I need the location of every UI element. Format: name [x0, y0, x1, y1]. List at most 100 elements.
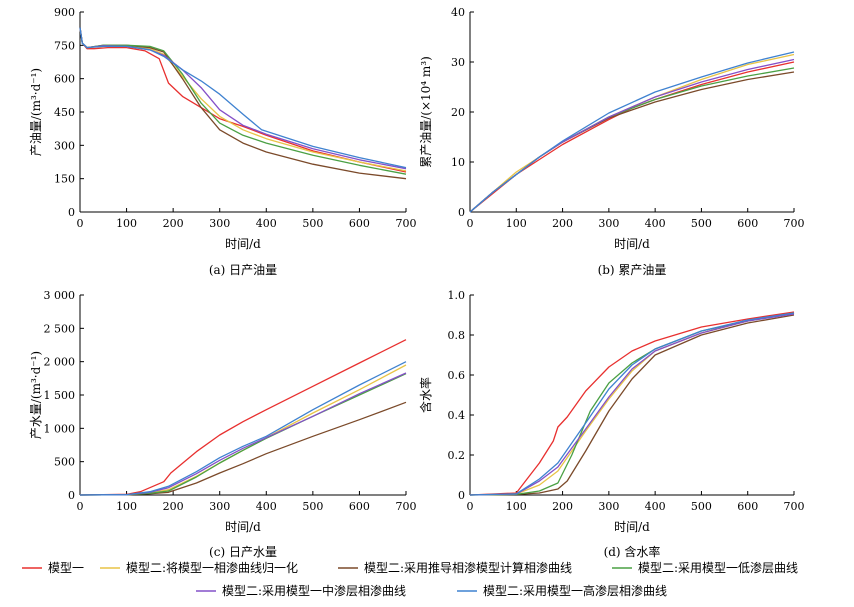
series-line — [79, 361, 407, 496]
series-line — [469, 311, 795, 496]
legend-label: 模型二:采用模型一中渗层相渗曲线 — [222, 583, 406, 598]
y-tick-label: 500 — [54, 456, 75, 469]
y-tick-label: 1 500 — [44, 389, 76, 402]
x-tick-label: 300 — [598, 500, 619, 513]
y-axis-label: 产油量/(m³·d⁻¹) — [29, 68, 43, 156]
series-line — [79, 364, 407, 496]
panel-caption: (d) 含水率 — [604, 544, 661, 559]
series-line — [469, 58, 795, 213]
series-line — [79, 27, 407, 169]
x-tick-label: 400 — [256, 500, 277, 513]
x-tick-label: 400 — [645, 217, 666, 230]
x-tick-label: 0 — [77, 217, 84, 230]
x-tick-label: 300 — [209, 217, 230, 230]
legend-label: 模型二:采用推导相渗模型计算相渗曲线 — [364, 560, 572, 575]
panel-caption: (b) 累产油量 — [598, 263, 667, 277]
x-tick-label: 100 — [506, 217, 527, 230]
panel-a-daily-oil: 0 100 200 300 400 500 600 700 0 150 300 450 600 750 90… — [29, 6, 417, 277]
y-tick-label: 300 — [54, 139, 75, 152]
series-line — [79, 27, 407, 172]
x-tick-label: 100 — [506, 500, 527, 513]
y-tick-label: 0 — [458, 206, 465, 219]
x-tick-label: 600 — [737, 217, 758, 230]
x-axis-label: 时间/d — [225, 520, 261, 534]
x-tick-label: 300 — [209, 500, 230, 513]
x-tick-label: 500 — [691, 217, 712, 230]
legend-label: 模型二:将模型一相渗曲线归一化 — [126, 560, 298, 575]
y-tick-label: 0 — [68, 489, 75, 502]
series-line — [469, 71, 795, 213]
series-line — [469, 314, 795, 496]
series-line — [79, 27, 407, 170]
y-axis-label: 累产油量/(×10⁴ m³) — [419, 56, 433, 168]
y-tick-label: 150 — [54, 173, 75, 186]
series-line — [469, 312, 795, 496]
x-tick-label: 100 — [116, 217, 137, 230]
series-line — [469, 51, 795, 213]
y-tick-label: 600 — [54, 73, 75, 86]
x-tick-label: 0 — [77, 500, 84, 513]
x-axis-label: 时间/d — [225, 237, 261, 251]
y-tick-label: 0 — [458, 489, 465, 502]
series-line — [469, 61, 795, 213]
y-tick-label: 0.4 — [448, 409, 466, 422]
y-tick-label: 0.6 — [448, 369, 466, 382]
legend-label: 模型二:采用模型一高渗层相渗曲线 — [483, 583, 667, 598]
x-tick-label: 700 — [396, 500, 417, 513]
x-tick-label: 400 — [256, 217, 277, 230]
y-tick-label: 0.8 — [448, 329, 466, 342]
x-tick-label: 200 — [552, 217, 573, 230]
y-tick-label: 1 000 — [44, 422, 76, 435]
x-tick-label: 500 — [302, 217, 323, 230]
series-line — [469, 313, 795, 496]
x-tick-label: 700 — [784, 217, 805, 230]
x-tick-label: 600 — [737, 500, 758, 513]
x-tick-label: 200 — [163, 217, 184, 230]
y-tick-label: 900 — [54, 6, 75, 19]
series-line — [79, 27, 407, 173]
x-tick-label: 0 — [467, 500, 474, 513]
x-tick-label: 600 — [349, 217, 370, 230]
x-tick-label: 300 — [598, 217, 619, 230]
x-tick-label: 500 — [302, 500, 323, 513]
x-tick-label: 200 — [163, 500, 184, 513]
x-axis-label: 时间/d — [614, 520, 650, 534]
x-tick-label: 100 — [116, 500, 137, 513]
series-line — [469, 312, 795, 496]
panel-d-water-cut: 0 100 200 300 400 500 600 700 0 0.2 0.4 0.6 0.8 1.0 时间… — [418, 289, 805, 559]
x-tick-label: 500 — [691, 500, 712, 513]
series-line — [79, 27, 407, 175]
y-tick-label: 1.0 — [448, 289, 466, 302]
panel-caption: (a) 日产油量 — [209, 263, 277, 277]
legend: 模型一 模型二:将模型一相渗曲线归一化 模型二:采用推导相渗模型计算相渗曲线 模型二:… — [22, 560, 798, 598]
y-tick-label: 2 000 — [44, 356, 76, 369]
legend-label: 模型二:采用模型一低渗层曲线 — [638, 560, 798, 575]
x-tick-label: 400 — [645, 500, 666, 513]
y-axis-label: 含水率 — [418, 377, 433, 413]
y-axis-label: 产水量/(m³·d⁻¹) — [29, 351, 43, 439]
series-line — [79, 373, 407, 496]
y-tick-label: 750 — [54, 39, 75, 52]
y-tick-label: 2 500 — [44, 322, 76, 335]
x-tick-label: 0 — [467, 217, 474, 230]
x-axis-label: 时间/d — [614, 237, 650, 251]
y-tick-label: 450 — [54, 106, 75, 119]
y-tick-label: 40 — [451, 6, 465, 19]
panel-c-daily-water: 0 100 200 300 400 500 600 700 0 500 1 000 1 500 2 00… — [29, 289, 417, 559]
y-tick-label: 3 000 — [44, 289, 76, 302]
series-line — [79, 339, 407, 496]
x-tick-label: 700 — [784, 500, 805, 513]
panel-caption: (c) 日产水量 — [209, 545, 277, 559]
series-line — [469, 53, 795, 213]
y-tick-label: 0 — [68, 206, 75, 219]
x-tick-label: 700 — [396, 217, 417, 230]
y-tick-label: 20 — [451, 106, 465, 119]
y-tick-label: 30 — [451, 56, 465, 69]
panel-b-cumulative-oil: 0 100 200 300 400 500 600 700 0 10 20 30 40 时间/d 累产油量/… — [419, 6, 805, 277]
y-tick-label: 0.2 — [448, 449, 466, 462]
y-tick-label: 10 — [451, 156, 465, 169]
x-tick-label: 600 — [349, 500, 370, 513]
series-line — [469, 312, 795, 496]
series-line — [79, 27, 407, 180]
